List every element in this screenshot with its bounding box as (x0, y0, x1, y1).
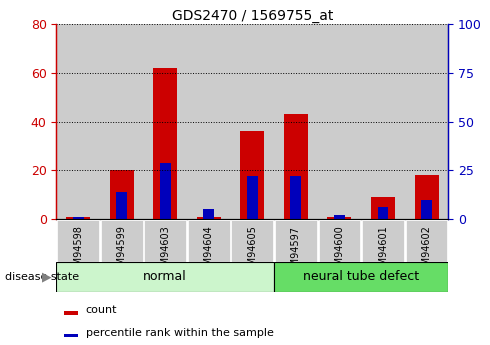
Bar (415, 175, 439, 219)
Bar (110, 170, 134, 219)
Bar (66, 217, 90, 219)
Bar (231, 24, 274, 219)
Bar (160, 162, 171, 219)
Bar (361, 24, 405, 219)
Bar (405, 24, 448, 219)
Text: disease state: disease state (5, 272, 79, 282)
Bar (197, 217, 221, 219)
Text: GSM94604: GSM94604 (204, 226, 214, 278)
Text: GSM94602: GSM94602 (421, 226, 432, 278)
Bar (247, 176, 258, 219)
Bar (284, 114, 308, 219)
Bar (56, 262, 274, 292)
Bar (334, 215, 345, 219)
Bar (56, 24, 100, 219)
Bar (291, 176, 301, 219)
Bar (187, 24, 231, 219)
FancyBboxPatch shape (231, 219, 273, 262)
Text: GSM94597: GSM94597 (291, 226, 301, 278)
Text: GSM94599: GSM94599 (117, 226, 127, 278)
Bar (64, 334, 78, 337)
Bar (327, 217, 351, 219)
Text: GSM94601: GSM94601 (378, 226, 388, 278)
Bar (153, 68, 177, 219)
Bar (203, 209, 214, 219)
Text: GSM94598: GSM94598 (73, 226, 83, 278)
Bar (73, 217, 84, 219)
Bar (421, 199, 432, 219)
Bar (274, 262, 448, 292)
FancyBboxPatch shape (362, 219, 404, 262)
FancyBboxPatch shape (101, 219, 143, 262)
Bar (274, 24, 318, 219)
Text: GSM94600: GSM94600 (335, 226, 344, 278)
Text: GSM94605: GSM94605 (247, 226, 257, 278)
Bar (241, 131, 264, 219)
FancyBboxPatch shape (406, 219, 447, 262)
Text: neural tube defect: neural tube defect (303, 270, 419, 283)
Text: ▶: ▶ (42, 270, 51, 284)
Text: GSM94603: GSM94603 (160, 226, 170, 278)
Bar (378, 207, 389, 219)
FancyBboxPatch shape (318, 219, 360, 262)
Text: percentile rank within the sample: percentile rank within the sample (86, 328, 273, 337)
Title: GDS2470 / 1569755_at: GDS2470 / 1569755_at (172, 9, 333, 23)
Text: count: count (86, 305, 117, 315)
Bar (318, 24, 361, 219)
Bar (116, 192, 127, 219)
FancyBboxPatch shape (188, 219, 230, 262)
FancyBboxPatch shape (275, 219, 317, 262)
Bar (100, 24, 144, 219)
FancyBboxPatch shape (57, 219, 99, 262)
Bar (371, 197, 395, 219)
Bar (64, 311, 78, 315)
FancyBboxPatch shape (145, 219, 186, 262)
Bar (144, 24, 187, 219)
Text: normal: normal (144, 270, 187, 283)
